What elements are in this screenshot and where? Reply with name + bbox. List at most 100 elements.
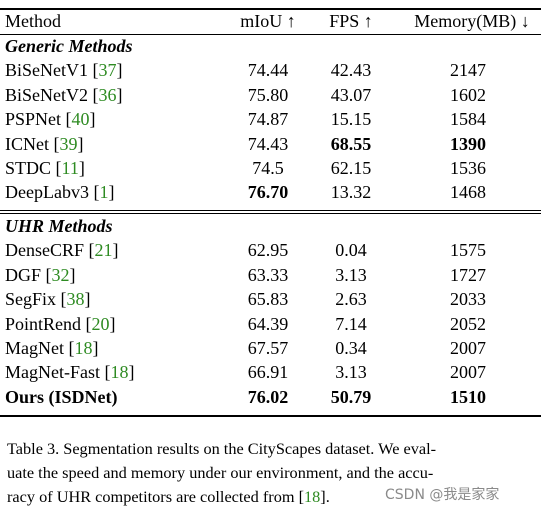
method-cell: DeepLabv3 [1] xyxy=(5,182,115,203)
table-row: MagNet-Fast [18] 66.91 3.13 2007 xyxy=(0,360,541,384)
memory-cell: 2052 xyxy=(450,313,486,334)
fps-cell: 0.04 xyxy=(335,240,367,261)
method-name: DenseCRF xyxy=(5,240,85,261)
table-row: DenseCRF [21] 62.95 0.04 1575 xyxy=(0,238,541,262)
memory-cell: 1510 xyxy=(450,386,486,407)
method-name: ICNet xyxy=(5,133,49,154)
method-cell: DGF [32] xyxy=(5,264,76,285)
miou-cell: 66.91 xyxy=(247,362,289,383)
method-cell: DenseCRF [21] xyxy=(5,240,119,261)
section-title: UHR Methods xyxy=(5,216,113,236)
method-name: SegFix xyxy=(5,289,57,310)
fps-cell: 62.15 xyxy=(330,158,372,178)
table-row: ICNet [39] 74.43 68.55 1390 xyxy=(0,132,541,156)
citation-link[interactable]: 18 xyxy=(74,338,93,358)
table-row: BiSeNetV2 [36] 75.80 43.07 1602 xyxy=(0,83,541,107)
miou-cell: 74.5 xyxy=(252,158,284,178)
method-cell: PointRend [20] xyxy=(5,313,116,334)
miou-cell: 74.87 xyxy=(247,109,289,130)
citation-link[interactable]: 37 xyxy=(98,60,117,81)
fps-cell: 0.34 xyxy=(335,338,367,358)
fps-cell: 13.32 xyxy=(330,182,372,203)
table-row: STDC [11] 74.5 62.15 1536 xyxy=(0,156,541,180)
top-rule xyxy=(0,8,541,10)
header-memory: Memory(MB) ↓ xyxy=(414,11,530,31)
caption-line-2: uate the speed and memory under our envi… xyxy=(7,463,434,482)
table-row: DeepLabv3 [1] 76.70 13.32 1468 xyxy=(0,180,541,204)
citation-link[interactable]: 18 xyxy=(110,362,129,383)
method-name: DGF xyxy=(5,264,42,285)
caption-line-3-end: ]. xyxy=(320,487,330,506)
caption-line-3: racy of UHR competitors are collected fr… xyxy=(7,485,537,509)
memory-cell: 2007 xyxy=(450,362,486,383)
miou-cell: 75.80 xyxy=(247,84,289,105)
fps-cell: 2.63 xyxy=(335,289,367,310)
memory-cell: 2007 xyxy=(450,338,486,358)
header-fps: FPS ↑ xyxy=(329,11,373,31)
fps-cell: 43.07 xyxy=(330,84,372,105)
miou-cell: 63.33 xyxy=(247,264,289,285)
citation-link[interactable]: 38 xyxy=(66,289,85,310)
miou-cell: 65.83 xyxy=(247,289,289,310)
method-cell: STDC [11] xyxy=(5,158,85,178)
method-cell: Ours (ISDNet) xyxy=(5,385,118,409)
fps-cell: 15.15 xyxy=(330,109,372,130)
mid-rule-2 xyxy=(0,213,541,214)
method-name: STDC xyxy=(5,158,52,178)
memory-cell: 1468 xyxy=(450,182,486,203)
memory-cell: 1602 xyxy=(450,84,486,105)
citation-link[interactable]: 39 xyxy=(59,133,78,154)
citation-link[interactable]: 11 xyxy=(61,158,79,178)
method-name: PointRend xyxy=(5,313,82,334)
fps-cell: 7.14 xyxy=(335,313,367,334)
method-cell: PSPNet [40] xyxy=(5,109,96,130)
method-cell: MagNet [18] xyxy=(5,338,99,358)
memory-cell: 1390 xyxy=(450,133,486,154)
table-row: MagNet [18] 67.57 0.34 2007 xyxy=(0,336,541,360)
bottom-rule xyxy=(0,415,541,417)
memory-cell: 1727 xyxy=(450,264,486,285)
fps-cell: 68.55 xyxy=(330,133,372,154)
method-name: MagNet xyxy=(5,338,64,358)
method-name: Ours (ISDNet) xyxy=(5,386,118,407)
memory-cell: 1575 xyxy=(450,240,486,261)
citation-link[interactable]: 32 xyxy=(51,264,70,285)
method-cell: BiSeNetV2 [36] xyxy=(5,84,123,105)
section-title: Generic Methods xyxy=(5,36,133,56)
memory-cell: 1584 xyxy=(450,109,486,130)
caption-citation-link[interactable]: 18 xyxy=(304,487,321,506)
table-row: PSPNet [40] 74.87 15.15 1584 xyxy=(0,107,541,131)
miou-cell: 62.95 xyxy=(247,240,289,261)
miou-cell: 76.70 xyxy=(247,182,289,203)
miou-cell: 76.02 xyxy=(247,386,289,407)
header-method: Method xyxy=(5,11,61,31)
fps-cell: 42.43 xyxy=(330,60,372,81)
table-row: BiSeNetV1 [37] 74.44 42.43 2147 xyxy=(0,58,541,82)
header-miou: mIoU ↑ xyxy=(240,11,296,31)
header-rule xyxy=(0,34,541,35)
method-name: DeepLabv3 xyxy=(5,182,89,203)
citation-link[interactable]: 20 xyxy=(91,313,110,334)
citation-link[interactable]: 36 xyxy=(98,84,117,105)
memory-cell: 2033 xyxy=(450,289,486,310)
memory-cell: 1536 xyxy=(450,158,486,178)
table-row: Ours (ISDNet) 76.02 50.79 1510 xyxy=(0,385,541,409)
citation-link[interactable]: 40 xyxy=(71,109,90,130)
fps-cell: 3.13 xyxy=(335,362,367,383)
citation-link[interactable]: 1 xyxy=(99,182,109,203)
table-header-row: Method mIoU ↑ FPS ↑ Memory(MB) ↓ xyxy=(0,9,541,33)
miou-cell: 74.44 xyxy=(247,60,289,81)
citation-link[interactable]: 21 xyxy=(94,240,113,261)
table-caption: Table 3. Segmentation results on the Cit… xyxy=(7,437,537,509)
memory-cell: 2147 xyxy=(450,60,486,81)
table-row: PointRend [20] 64.39 7.14 2052 xyxy=(0,312,541,336)
miou-cell: 74.43 xyxy=(247,133,289,154)
watermark: CSDN @我是家家 xyxy=(385,487,500,503)
fps-cell: 3.13 xyxy=(335,264,367,285)
method-name: PSPNet xyxy=(5,109,62,130)
miou-cell: 67.57 xyxy=(247,338,289,358)
method-name: BiSeNetV2 xyxy=(5,84,88,105)
caption-line-1: Table 3. Segmentation results on the Cit… xyxy=(7,439,437,458)
miou-cell: 64.39 xyxy=(247,313,289,334)
method-cell: SegFix [38] xyxy=(5,289,91,310)
